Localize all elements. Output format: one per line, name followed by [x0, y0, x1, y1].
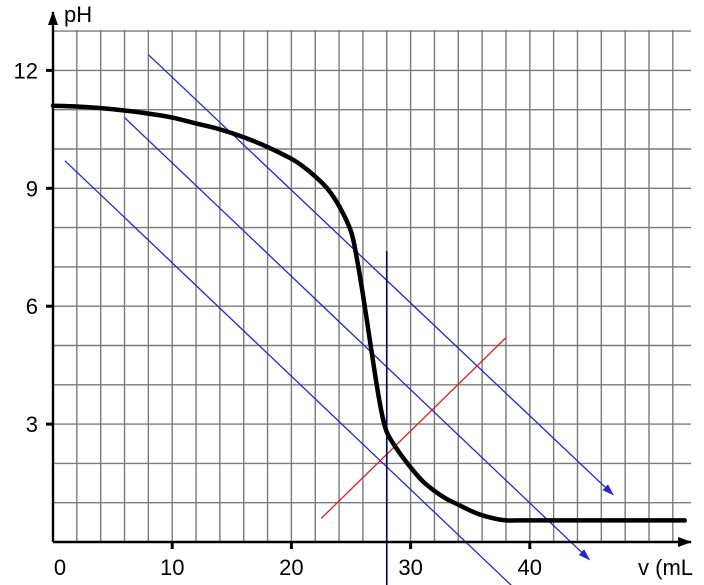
- construction-line-upper-tangent: [147, 54, 614, 496]
- x-tick-label: 20: [279, 555, 303, 580]
- x-tick-label: 30: [398, 555, 422, 580]
- series-line-titration-curve: [50, 103, 688, 523]
- construction-line-perpendicular: [320, 337, 507, 519]
- axis-title-x: v (mL: [638, 555, 693, 580]
- y-tick-label: 3: [26, 412, 38, 437]
- construction-lines: [64, 54, 614, 585]
- curve-layer: [50, 103, 688, 523]
- y-tick-label: 9: [26, 176, 38, 201]
- x-tick-label: 40: [518, 555, 542, 580]
- y-tick-label: 6: [26, 294, 38, 319]
- axes: [46, 11, 692, 549]
- y-tick-label: 12: [14, 58, 38, 83]
- x-origin-label: 0: [54, 555, 66, 580]
- x-tick-label: 10: [160, 555, 184, 580]
- construction-line-middle-parallel: [124, 117, 591, 561]
- construction-line-lower-tangent: [64, 160, 512, 585]
- axis-title-y: pH: [64, 2, 92, 27]
- tick-labels: pH v (mL 0 10 20 30 40 3 6 9 12: [14, 2, 693, 580]
- grid: [53, 30, 691, 542]
